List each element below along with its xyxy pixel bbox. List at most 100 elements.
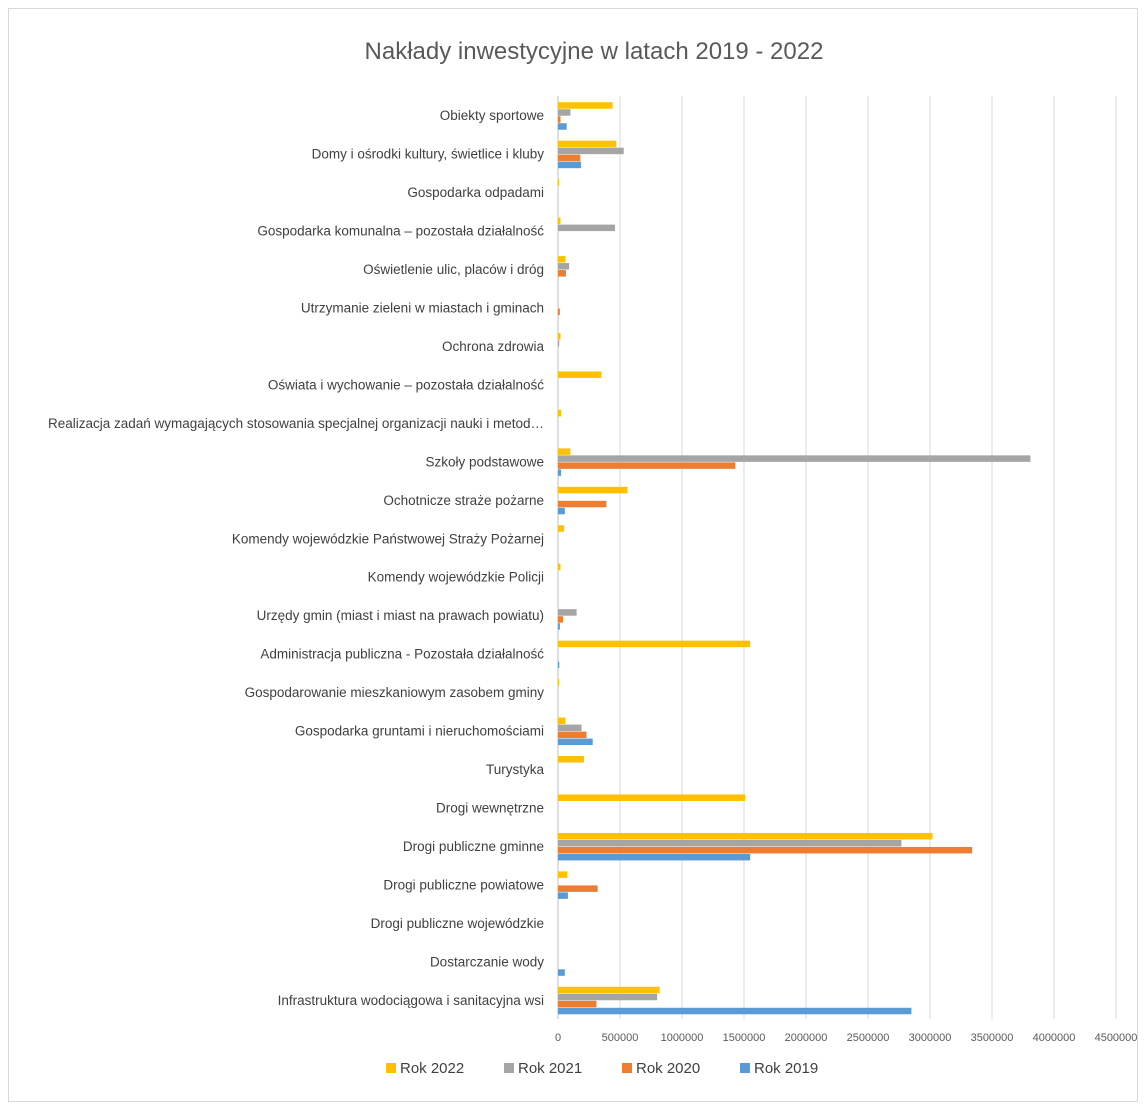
bar-rok-2020: [558, 885, 598, 892]
bar-rok-2021: [558, 339, 560, 347]
bar-rok-2022: [558, 640, 751, 648]
category-label: Drogi wewnętrzne: [436, 800, 544, 815]
legend-swatch: [504, 1063, 514, 1073]
bar-rok-2021: [558, 609, 577, 616]
bar-rok-2020: [558, 500, 607, 508]
category-label: Realizacja zadań wymagających stosowania…: [48, 416, 544, 431]
bar-rok-2022: [558, 448, 571, 455]
x-axis-ticks: 0 500000 1000000 1500000 2000000 2500000 30000…: [555, 1032, 1137, 1044]
bar-rok-2022: [558, 717, 566, 725]
category-label: Urzędy gmin (miast i miast na prawach po…: [257, 608, 544, 623]
category-label: Drogi publiczne powiatowe: [383, 877, 544, 892]
category-label: Szkoły podstawowe: [425, 454, 544, 469]
category-label: Komendy wojewódzkie Policji: [368, 570, 544, 585]
bar-rok-2022: [558, 525, 565, 532]
chart-title: Nakłady inwestycyjne w latach 2019 - 202…: [365, 38, 824, 65]
bar-rok-2019: [558, 507, 565, 515]
bar-rok-2021: [558, 839, 902, 847]
category-label: Oświetlenie ulic, placów i dróg: [363, 262, 544, 277]
x-tick-label: 2500000: [847, 1032, 890, 1044]
category-label: Gospodarowanie mieszkaniowym zasobem gmi…: [245, 685, 545, 700]
x-tick-label: 1000000: [661, 1032, 704, 1044]
bar-rok-2022: [558, 871, 568, 878]
bar-rok-2022: [558, 371, 602, 378]
bar-rok-2022: [558, 256, 566, 263]
bar-chart: Nakłady inwestycyjne w latach 2019 - 202…: [48, 38, 1137, 1077]
category-label: Gospodarka komunalna – pozostała działal…: [257, 224, 544, 239]
bar-rok-2019: [558, 853, 751, 861]
bar-rok-2022: [558, 794, 746, 801]
bar-rok-2021: [558, 993, 658, 1001]
bar-rok-2021: [558, 147, 624, 155]
category-label: Obiekty sportowe: [440, 108, 544, 123]
bar-rok-2022: [558, 102, 613, 109]
category-label: Infrastruktura wodociągowa i sanitacyjna…: [278, 993, 544, 1008]
category-labels: Obiekty sportowe Domy i ośrodki kultury, …: [48, 108, 544, 1008]
legend-label: Rok 2022: [400, 1060, 464, 1077]
chart-frame: Nakłady inwestycyjne w latach 2019 - 202…: [8, 8, 1138, 1102]
bar-rok-2020: [558, 154, 581, 162]
bars: [558, 102, 1031, 1015]
bar-rok-2019: [558, 161, 581, 169]
bar-rok-2020: [558, 270, 567, 277]
bar-rok-2022: [558, 332, 561, 340]
bar-rok-2019: [558, 661, 560, 669]
bar-rok-2020: [558, 308, 560, 316]
category-label: Ochrona zdrowia: [442, 339, 545, 354]
category-label: Komendy wojewódzkie Państwowej Straży Po…: [232, 531, 544, 546]
bar-rok-2022: [558, 409, 562, 417]
x-tick-label: 3500000: [971, 1032, 1014, 1044]
grid-lines: [557, 96, 1117, 1019]
bar-rok-2021: [558, 224, 616, 232]
bar-rok-2021: [558, 724, 582, 732]
legend-swatch: [386, 1063, 396, 1073]
category-label: Gospodarka odpadami: [407, 185, 544, 200]
bar-rok-2020: [558, 1000, 597, 1008]
x-tick-label: 4000000: [1033, 1032, 1076, 1044]
legend-label: Rok 2019: [754, 1060, 818, 1077]
legend-swatch: [622, 1063, 632, 1073]
bar-rok-2021: [558, 455, 1031, 462]
x-tick-label: 500000: [602, 1032, 639, 1044]
category-label: Administracja publiczna - Pozostała dzia…: [260, 647, 544, 662]
bar-rok-2022: [558, 140, 617, 148]
x-tick-label: 3000000: [909, 1032, 952, 1044]
bar-rok-2020: [558, 846, 973, 854]
bar-rok-2022: [558, 756, 585, 763]
bar-rok-2022: [558, 679, 559, 686]
bar-rok-2019: [558, 1007, 912, 1015]
legend-label: Rok 2021: [518, 1060, 582, 1077]
category-label: Turystyka: [486, 762, 544, 777]
bar-rok-2019: [558, 469, 562, 476]
bar-rok-2020: [558, 731, 587, 739]
category-label: Drogi publiczne gminne: [403, 839, 544, 854]
category-label: Drogi publiczne wojewódzkie: [371, 916, 544, 931]
bar-rok-2019: [558, 623, 560, 630]
bar-rok-2022: [558, 832, 933, 840]
bar-rok-2020: [558, 116, 561, 123]
legend: Rok 2022 Rok 2021 Rok 2020 Rok 2019: [386, 1060, 818, 1077]
x-tick-label: 2000000: [785, 1032, 828, 1044]
bar-rok-2019: [558, 892, 568, 899]
bar-rok-2022: [558, 179, 559, 186]
category-label: Dostarczanie wody: [430, 954, 544, 969]
category-label: Oświata i wychowanie – pozostała działal…: [268, 377, 544, 392]
bar-rok-2021: [558, 109, 571, 116]
bar-rok-2022: [558, 486, 628, 494]
x-tick-label: 1500000: [723, 1032, 766, 1044]
bar-rok-2022: [558, 217, 561, 225]
bar-rok-2019: [558, 969, 565, 976]
bar-rok-2020: [558, 462, 736, 469]
category-label: Gospodarka gruntami i nieruchomościami: [295, 724, 544, 739]
category-label: Utrzymanie zieleni w miastach i gminach: [301, 301, 544, 316]
x-tick-label: 4500000: [1095, 1032, 1138, 1044]
legend-label: Rok 2020: [636, 1060, 700, 1077]
bar-rok-2020: [558, 616, 563, 623]
category-label: Ochotnicze straże pożarne: [383, 493, 544, 508]
category-label: Domy i ośrodki kultury, świetlice i klub…: [312, 147, 545, 162]
bar-rok-2019: [558, 738, 593, 746]
bar-rok-2021: [558, 263, 570, 270]
x-tick-label: 0: [555, 1032, 561, 1044]
bar-rok-2019: [558, 123, 567, 130]
bar-rok-2022: [558, 563, 561, 571]
